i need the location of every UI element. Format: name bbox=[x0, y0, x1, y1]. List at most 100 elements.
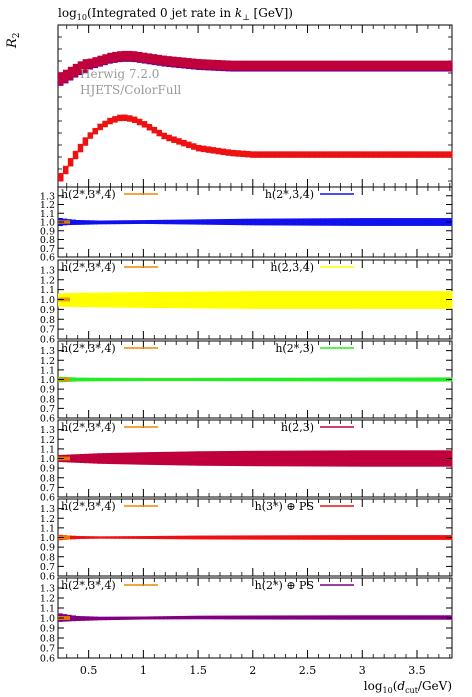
ratio-band-bin bbox=[360, 218, 365, 226]
ratio-band-bin bbox=[272, 535, 278, 540]
main-series-bin bbox=[255, 151, 261, 158]
ratio-band-bin bbox=[346, 535, 352, 540]
y-tick-label: 1.0 bbox=[40, 614, 55, 625]
main-series-bin bbox=[210, 59, 217, 70]
y-tick-label: 1.0 bbox=[40, 533, 55, 544]
reference-band bbox=[58, 456, 71, 461]
y-tick-label: 0.7 bbox=[40, 404, 55, 415]
ratio-band-bin bbox=[193, 615, 199, 620]
ratio-band-bin bbox=[106, 536, 112, 539]
ratio-band-bin bbox=[141, 292, 147, 308]
y-tick-label: 1.2 bbox=[40, 200, 55, 211]
ratio-band-bin bbox=[189, 615, 195, 620]
ratio-panel-5: 0.60.70.80.91.01.11.21.3 h(2*,3*,4) h(2*) … bbox=[40, 577, 453, 665]
main-series-bin bbox=[378, 151, 384, 158]
legend-ref-label: h(2*,3*,4) bbox=[61, 342, 116, 355]
ratio-band-bin bbox=[316, 291, 322, 309]
ratio-band-bin bbox=[377, 291, 383, 309]
ratio-band-bin bbox=[268, 535, 274, 540]
main-series-bin bbox=[392, 60, 399, 71]
ratio-band-bin bbox=[237, 450, 243, 467]
ratio-band-bin bbox=[176, 535, 182, 540]
x-axis-label: log10(dcut/GeV) bbox=[364, 679, 452, 695]
ratio-band-bin bbox=[71, 535, 77, 540]
y-tick-label: 1.3 bbox=[40, 504, 55, 515]
ratio-band-bin bbox=[320, 450, 326, 467]
ratio-band-bin bbox=[373, 615, 379, 620]
ratio-band-bin bbox=[167, 451, 173, 466]
ratio-band-bin bbox=[412, 450, 418, 467]
ratio-band-bin bbox=[141, 452, 147, 465]
main-series-bin bbox=[225, 149, 231, 156]
ratio-band-bin bbox=[149, 452, 155, 465]
ratio-band-bin bbox=[84, 292, 90, 308]
ratio-band-bin bbox=[97, 616, 103, 621]
ratio-band-bin bbox=[189, 451, 195, 466]
legend-series-label: h(2*,3) bbox=[275, 342, 314, 355]
main-series-bin bbox=[67, 66, 74, 80]
ratio-band-bin bbox=[246, 291, 252, 309]
ratio-band-bin bbox=[263, 615, 269, 620]
ratio-band-bin bbox=[119, 616, 125, 620]
ratio-band-bin bbox=[272, 218, 278, 226]
main-series-bin bbox=[77, 143, 84, 153]
ratio-band-bin bbox=[416, 615, 422, 620]
ratio-band-bin bbox=[79, 453, 85, 464]
legend-series-label: h(2*,3,4) bbox=[265, 188, 314, 201]
ratio-band-bin bbox=[228, 377, 234, 382]
y-tick-label: 1.3 bbox=[40, 265, 55, 276]
ratio-band-bin bbox=[311, 377, 317, 382]
ratio-band-bin bbox=[171, 535, 177, 540]
main-series-bin bbox=[220, 60, 227, 70]
ratio-band-bin bbox=[373, 218, 379, 226]
reference-band bbox=[58, 377, 71, 382]
ratio-band-bin bbox=[421, 615, 427, 620]
ratio-band-bin bbox=[412, 535, 418, 540]
ratio-band-bin bbox=[101, 453, 107, 464]
main-series-bin bbox=[141, 121, 148, 128]
ratio-band-bin bbox=[412, 615, 418, 620]
ratio-band-bin bbox=[320, 291, 326, 309]
ratio-band-bin bbox=[355, 615, 361, 620]
main-series-bin bbox=[72, 63, 79, 77]
reference-band bbox=[58, 535, 71, 540]
ratio-band-bin bbox=[202, 615, 208, 620]
ratio-band-bin bbox=[390, 377, 396, 382]
ratio-band-bin bbox=[154, 535, 160, 540]
main-series-bin bbox=[205, 146, 212, 153]
ratio-band-bin bbox=[316, 615, 322, 620]
ratio-band-bin bbox=[193, 219, 199, 225]
generator-annotation: Herwig 7.2.0 bbox=[80, 67, 159, 81]
main-series-bin bbox=[136, 118, 143, 126]
ratio-band-bin bbox=[237, 615, 243, 620]
ratio-band-bin bbox=[434, 615, 440, 620]
main-series-bin bbox=[87, 132, 94, 139]
ratio-band-bin bbox=[237, 535, 243, 540]
main-series-bin bbox=[250, 60, 256, 71]
main-series-bin bbox=[141, 52, 148, 63]
ratio-band-bin bbox=[224, 535, 230, 540]
main-series-bin bbox=[274, 60, 281, 71]
ratio-band-bin bbox=[110, 292, 116, 308]
ratio-band-bin bbox=[215, 377, 221, 382]
main-series-bin bbox=[62, 165, 69, 175]
y-tick-label: 1.2 bbox=[40, 594, 55, 605]
ratio-band-bin bbox=[381, 615, 387, 620]
main-series-bin bbox=[383, 60, 389, 71]
ratio-band-bin bbox=[132, 220, 138, 225]
main-series-bin bbox=[323, 60, 330, 71]
y-tick-label: 1.3 bbox=[40, 346, 55, 357]
ratio-band-bin bbox=[373, 291, 379, 309]
y-tick-label: 1.3 bbox=[40, 584, 55, 595]
ratio-band-bin bbox=[390, 218, 396, 226]
main-series-bin bbox=[176, 138, 182, 145]
ratio-band-bin bbox=[93, 453, 98, 464]
ratio-band-bin bbox=[399, 450, 405, 467]
main-series-bin bbox=[383, 151, 389, 158]
ratio-band-bin bbox=[145, 292, 151, 308]
ratio-band-bin bbox=[215, 535, 221, 540]
ratio-band-bin bbox=[294, 291, 300, 309]
ratio-band-bin bbox=[84, 536, 90, 539]
main-series-bin bbox=[279, 60, 286, 71]
ratio-band-bin bbox=[119, 377, 125, 382]
